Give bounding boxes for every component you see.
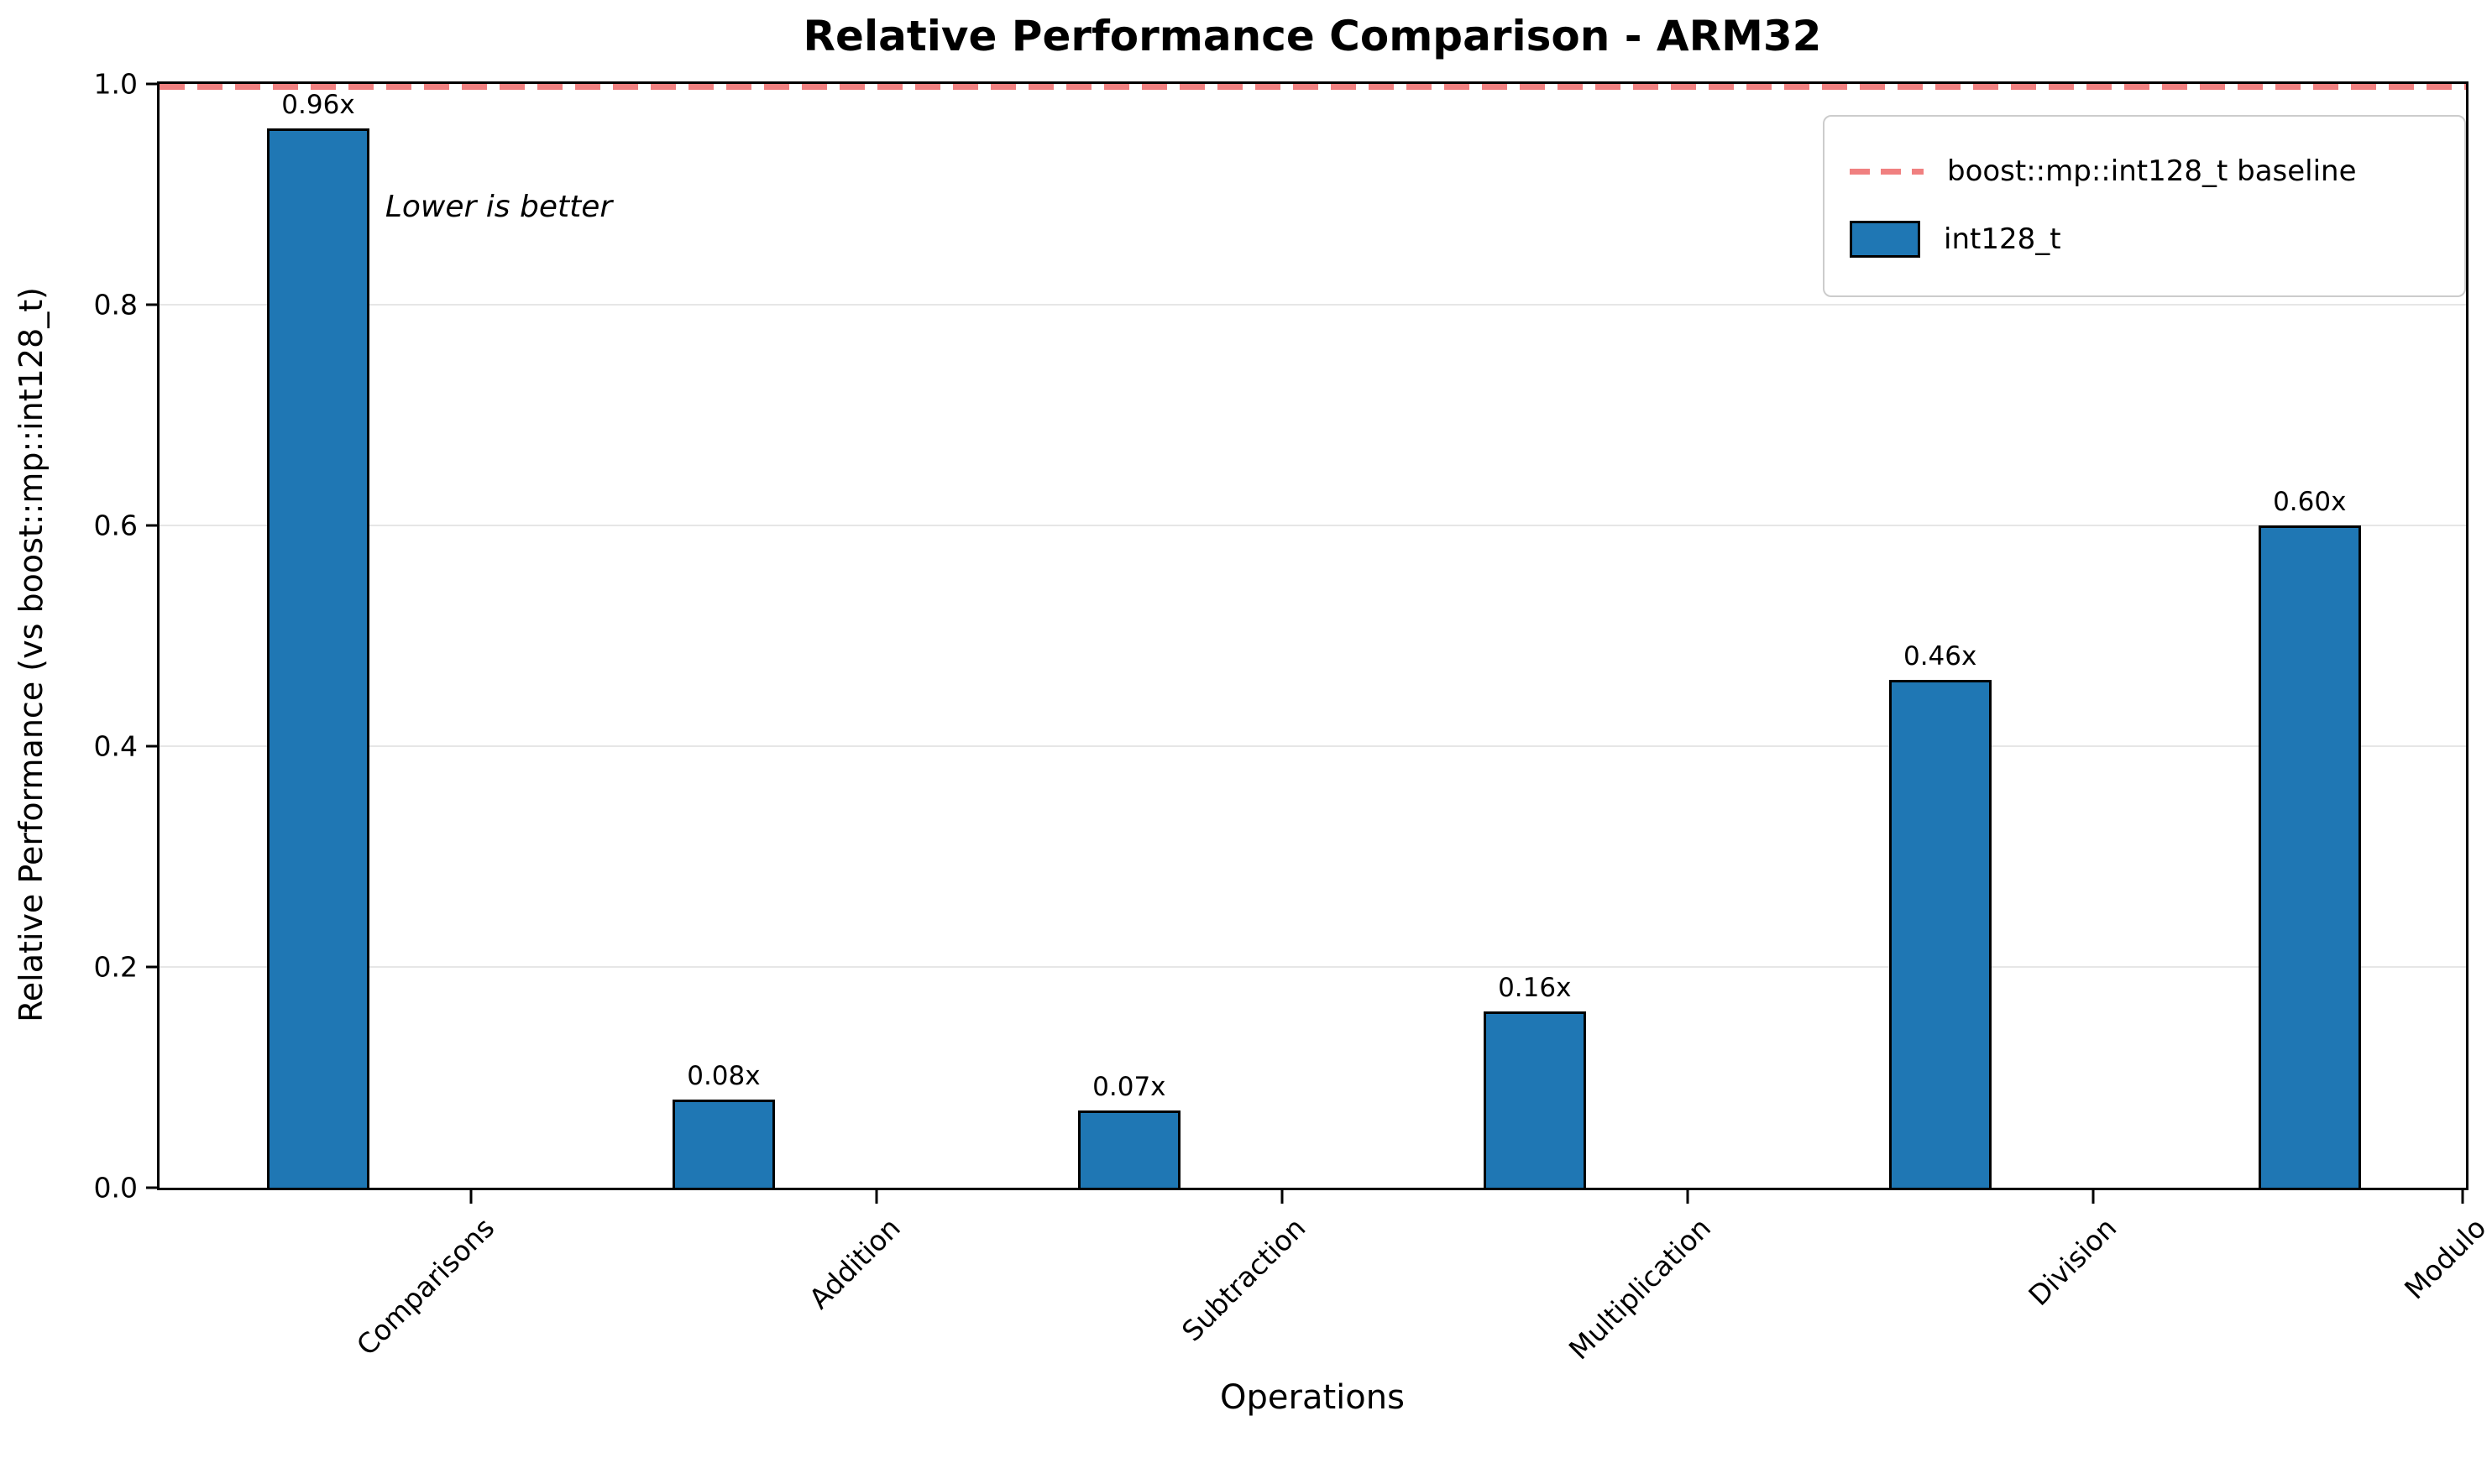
bar-comparisons: [266, 128, 369, 1188]
y-axis-label: Relative Performance (vs boost::mp::int1…: [13, 287, 50, 1022]
x-tick-label-division: Division: [2022, 1211, 2123, 1313]
x-tick-label-multiplication: Multiplication: [1563, 1211, 1718, 1366]
y-tick-label-0.4: 0.4: [93, 729, 138, 763]
x-tick-mark-modulo: [2461, 1190, 2464, 1204]
x-tick-label-addition: Addition: [802, 1211, 907, 1315]
legend-label-baseline: boost::mp::int128_t baseline: [1947, 154, 2357, 188]
bar-subtraction: [1077, 1110, 1181, 1188]
y-tick-label-1.0: 1.0: [93, 67, 138, 101]
x-tick-label-subtraction: Subtraction: [1175, 1211, 1312, 1348]
y-tick-label-0.2: 0.2: [93, 950, 138, 984]
x-tick-mark-multiplication: [1686, 1190, 1689, 1204]
y-tick-mark-0.8: [146, 303, 160, 306]
y-tick-mark-0.6: [146, 524, 160, 527]
gridline-y-0.6: [160, 525, 2466, 526]
x-tick-mark-subtraction: [1280, 1190, 1284, 1204]
bar-addition: [672, 1099, 775, 1188]
x-tick-label-modulo: Modulo: [2398, 1211, 2492, 1306]
legend-label-int128: int128_t: [1944, 222, 2061, 256]
bar-multiplication: [1483, 1011, 1586, 1188]
bar-modulo: [2258, 525, 2361, 1188]
bar-division: [1888, 680, 1992, 1188]
bar-swatch: [1850, 221, 1920, 258]
y-tick-mark-0.2: [146, 965, 160, 969]
dashed-line-swatch: [1850, 168, 1924, 175]
y-tick-mark-0.0: [146, 1186, 160, 1189]
bar-value-label-comparisons: 0.96x: [281, 89, 355, 120]
legend: boost::mp::int128_t baseline int128_t: [1823, 115, 2466, 297]
y-tick-mark-0.4: [146, 745, 160, 748]
legend-item-int128: int128_t: [1850, 221, 2439, 258]
annotation-lower-is-better: Lower is better: [385, 190, 613, 224]
legend-item-baseline: boost::mp::int128_t baseline: [1850, 154, 2439, 188]
x-tick-label-comparisons: Comparisons: [350, 1211, 501, 1362]
bar-value-label-multiplication: 0.16x: [1498, 972, 1572, 1003]
x-tick-mark-division: [2092, 1190, 2095, 1204]
x-tick-mark-addition: [875, 1190, 878, 1204]
x-axis-label: Operations: [1220, 1378, 1405, 1417]
gridline-y-0.2: [160, 966, 2466, 968]
y-tick-label-0.0: 0.0: [93, 1171, 138, 1204]
baseline-dashed-line: [160, 84, 2466, 90]
bar-value-label-division: 0.46x: [1903, 641, 1977, 672]
gridline-y-0.4: [160, 745, 2466, 747]
chart-title: Relative Performance Comparison - ARM32: [803, 12, 1822, 60]
x-tick-mark-comparisons: [469, 1190, 473, 1204]
y-tick-mark-1.0: [146, 82, 160, 86]
bar-value-label-addition: 0.08x: [687, 1060, 761, 1091]
bar-value-label-modulo: 0.60x: [2273, 487, 2347, 517]
bar-value-label-subtraction: 0.07x: [1092, 1071, 1166, 1102]
y-tick-label-0.8: 0.8: [93, 288, 138, 321]
y-tick-label-0.6: 0.6: [93, 509, 138, 542]
gridline-y-0.8: [160, 304, 2466, 306]
